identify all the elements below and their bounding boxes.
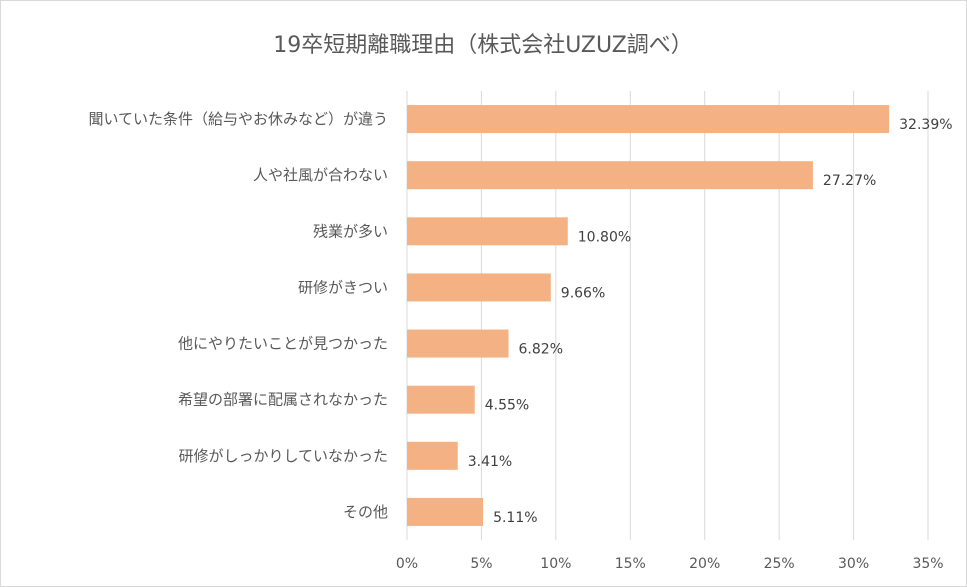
data-label: 32.39% xyxy=(899,117,952,133)
data-label: 27.27% xyxy=(823,173,876,189)
x-tick-label: 25% xyxy=(764,556,795,572)
category-label: 他にやりたいことが見つかった xyxy=(178,335,388,353)
x-tick-label: 30% xyxy=(838,556,869,572)
category-label: 研修がきつい xyxy=(298,278,388,296)
data-label: 4.55% xyxy=(485,398,529,414)
bar xyxy=(407,441,458,470)
category-label: その他 xyxy=(343,503,388,521)
bar xyxy=(407,105,890,134)
category-label: 残業が多い xyxy=(313,222,388,240)
x-tick-label: 5% xyxy=(470,556,492,572)
x-tick-label: 0% xyxy=(396,556,418,572)
category-label: 人や社風が合わない xyxy=(253,166,388,184)
bar xyxy=(407,329,509,358)
bar xyxy=(407,161,813,190)
data-label: 5.11% xyxy=(493,510,537,526)
data-label: 10.80% xyxy=(578,229,631,245)
category-label: 希望の部署に配属されなかった xyxy=(178,391,388,409)
category-label: 研修がしっかりしていなかった xyxy=(178,447,388,465)
data-label: 6.82% xyxy=(519,342,563,358)
chart-title: 19卒短期離職理由（株式会社UZUZ調べ） xyxy=(273,33,693,58)
bar xyxy=(407,217,568,246)
category-label: 聞いていた条件（給与やお休みなど）が違う xyxy=(88,110,388,128)
x-tick-label: 10% xyxy=(540,556,571,572)
bar xyxy=(407,273,551,302)
bar xyxy=(407,497,484,526)
data-label: 9.66% xyxy=(561,285,605,301)
bar xyxy=(407,385,475,414)
x-tick-label: 15% xyxy=(615,556,646,572)
x-tick-label: 20% xyxy=(689,556,720,572)
data-label: 3.41% xyxy=(468,454,512,470)
x-tick-label: 35% xyxy=(912,556,943,572)
